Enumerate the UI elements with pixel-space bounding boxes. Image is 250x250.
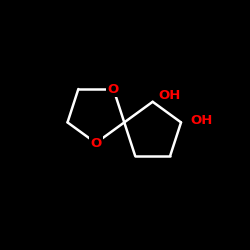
Text: O: O — [90, 136, 102, 149]
Text: OH: OH — [191, 114, 213, 127]
Text: O: O — [108, 82, 119, 96]
Text: OH: OH — [158, 88, 181, 102]
